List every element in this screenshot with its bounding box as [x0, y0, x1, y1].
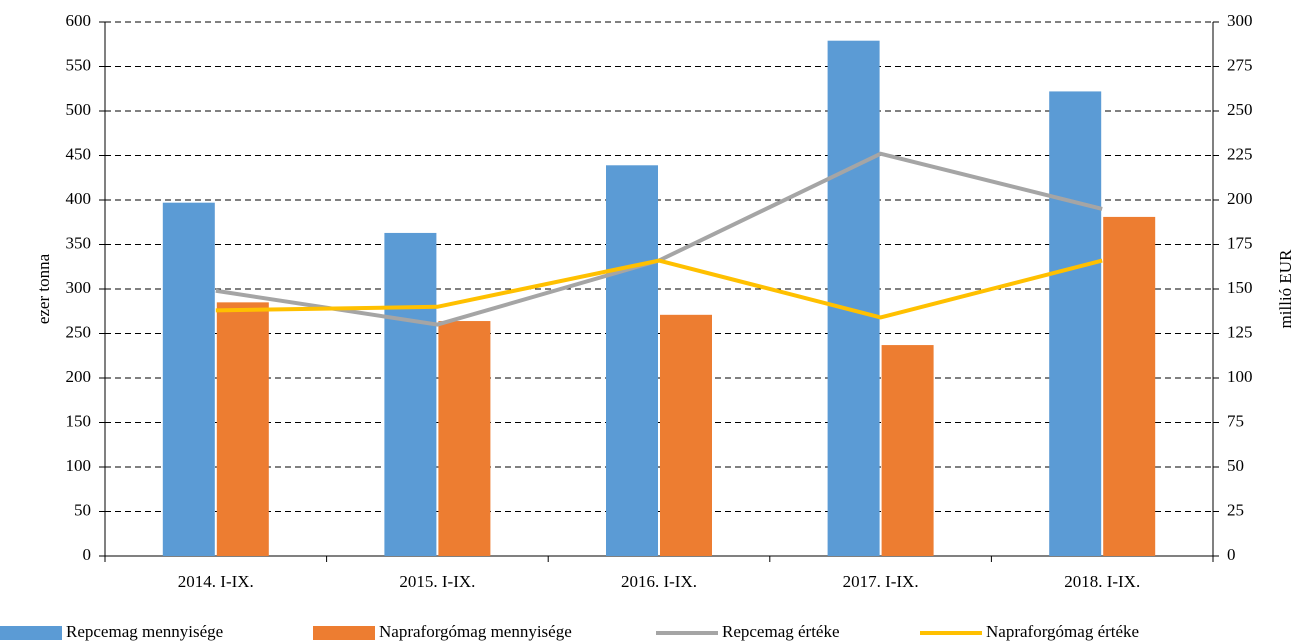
- y2-tick-label: 275: [1227, 55, 1253, 74]
- bar: [384, 232, 437, 556]
- y-tick-label: 600: [66, 11, 92, 30]
- legend-label: Repcemag mennyisége: [66, 622, 223, 641]
- bar: [1049, 91, 1102, 557]
- y2-tick-label: 25: [1227, 500, 1244, 519]
- y2-tick-label: 300: [1227, 11, 1253, 30]
- y-tick-label: 150: [66, 411, 92, 430]
- y2-tick-label: 200: [1227, 189, 1253, 208]
- y2-tick-label: 175: [1227, 233, 1253, 252]
- y-tick-label: 50: [74, 500, 91, 519]
- x-tick-label: 2018. I-IX.: [1064, 572, 1140, 591]
- bar: [660, 314, 712, 556]
- bar: [881, 345, 934, 556]
- y-tick-label: 450: [66, 144, 92, 163]
- y-tick-label: 300: [66, 278, 92, 297]
- y2-tick-label: 50: [1227, 456, 1244, 475]
- y-tick-label: 350: [66, 233, 92, 252]
- bar: [606, 165, 658, 557]
- line: [215, 258, 1103, 320]
- legend-swatch: [313, 626, 375, 640]
- legend-label: Napraforgómag mennyisége: [379, 622, 572, 641]
- bar: [216, 302, 269, 556]
- bar: [162, 202, 215, 557]
- y-tick-label: 400: [66, 189, 92, 208]
- x-tick-label: 2016. I-IX.: [621, 572, 697, 591]
- x-tick-label: 2014. I-IX.: [178, 572, 254, 591]
- bar: [438, 321, 491, 556]
- x-tick-label: 2017. I-IX.: [843, 572, 919, 591]
- legend-swatch: [0, 626, 62, 640]
- x-tick-label: 2015. I-IX.: [399, 572, 475, 591]
- y2-tick-label: 0: [1227, 545, 1236, 564]
- legend-label: Napraforgómag értéke: [986, 622, 1139, 641]
- y2-tick-label: 100: [1227, 367, 1253, 386]
- y-tick-label: 100: [66, 456, 92, 475]
- y2-tick-label: 225: [1227, 144, 1253, 163]
- y2-tick-label: 150: [1227, 278, 1253, 297]
- y2-tick-label: 250: [1227, 100, 1253, 119]
- legend-label: Repcemag értéke: [722, 622, 840, 641]
- y-tick-label: 550: [66, 55, 92, 74]
- y-tick-label: 500: [66, 100, 92, 119]
- y-tick-label: 200: [66, 367, 92, 386]
- bar: [1103, 216, 1156, 556]
- bar: [827, 40, 880, 556]
- y-tick-label: 0: [83, 545, 92, 564]
- y2-tick-label: 125: [1227, 322, 1253, 341]
- y2-tick-label: 75: [1227, 411, 1244, 430]
- y-tick-label: 250: [66, 322, 92, 341]
- line: [215, 151, 1103, 327]
- y-axis-label: ezer tonna: [34, 253, 53, 324]
- y2-axis-label: millió EUR: [1276, 249, 1295, 329]
